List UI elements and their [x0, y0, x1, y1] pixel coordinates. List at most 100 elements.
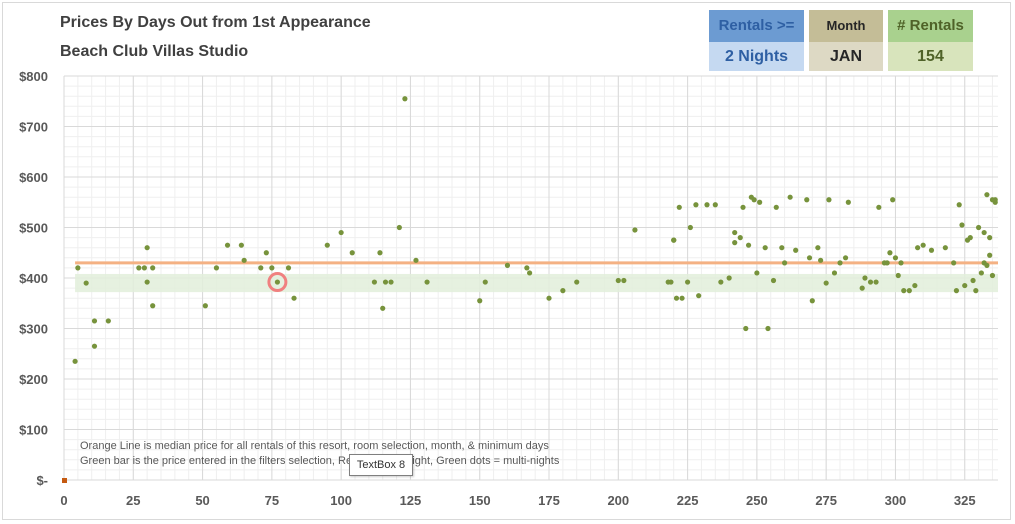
data-point	[831, 270, 838, 276]
rentals-filter-header: Rentals >=	[709, 10, 804, 42]
y-tick-label: $300	[19, 322, 48, 337]
month-filter-header: Month	[809, 10, 883, 42]
data-point	[779, 245, 785, 251]
data-point	[693, 202, 699, 208]
y-tick-label: $800	[19, 69, 48, 84]
data-point	[773, 204, 779, 210]
data-point	[141, 265, 147, 271]
data-point	[718, 279, 724, 285]
data-point	[615, 277, 621, 284]
data-point	[712, 202, 718, 208]
data-point	[973, 288, 979, 294]
data-point	[382, 279, 389, 285]
x-tick-label: 200	[607, 493, 629, 508]
data-point	[380, 305, 386, 311]
rental-count-value: 154	[888, 42, 973, 71]
data-point	[684, 279, 691, 285]
highlight-layer	[62, 272, 288, 483]
data-point	[842, 255, 849, 261]
data-point	[238, 242, 244, 248]
data-point	[757, 199, 763, 205]
data-point	[987, 235, 993, 241]
data-point	[984, 262, 990, 268]
data-point	[632, 227, 638, 233]
data-point	[867, 279, 874, 285]
textbox-tooltip[interactable]: TextBox 8	[349, 454, 413, 476]
data-point	[91, 318, 98, 324]
data-point	[804, 197, 810, 203]
data-point	[144, 245, 150, 251]
data-point	[762, 245, 768, 251]
tick-labels-layer: 0 25 50 75 100 125 150 175 200 225 250 275 300 325 $- $…	[19, 69, 976, 508]
data-point	[743, 325, 749, 332]
data-point	[402, 96, 408, 102]
y-tick-label: $100	[19, 423, 48, 438]
data-point	[823, 280, 829, 286]
data-point	[574, 279, 580, 285]
x-tick-label: 100	[330, 493, 352, 508]
data-point	[959, 222, 965, 228]
data-point	[105, 318, 111, 324]
data-point	[895, 272, 901, 279]
x-tick-label: 125	[400, 493, 422, 508]
data-point	[241, 257, 247, 263]
data-point	[765, 325, 771, 332]
data-point	[679, 295, 685, 301]
data-point	[150, 303, 156, 309]
data-point	[873, 279, 879, 285]
data-point	[324, 242, 330, 248]
data-point	[956, 202, 962, 208]
data-point	[806, 255, 813, 261]
rentals-filter-value[interactable]: 2 Nights	[709, 42, 804, 71]
x-tick-label: 25	[126, 493, 140, 508]
data-point	[75, 265, 81, 271]
data-point	[815, 245, 821, 251]
data-point	[144, 279, 150, 285]
data-point	[224, 242, 231, 248]
data-point	[285, 265, 292, 271]
y-tick-label: $500	[19, 221, 48, 236]
data-point	[967, 235, 973, 241]
chart-note: Green bar is the price entered in the fi…	[80, 455, 560, 467]
data-point	[989, 272, 996, 279]
data-point	[962, 282, 968, 289]
data-point	[953, 288, 960, 294]
data-point	[890, 197, 896, 203]
data-point	[338, 229, 344, 236]
data-point	[887, 250, 893, 256]
origin-marker	[62, 478, 67, 483]
data-point	[876, 204, 882, 210]
x-tick-label: 0	[60, 493, 67, 508]
data-point	[477, 298, 483, 304]
data-point	[136, 265, 142, 271]
x-tick-label: 50	[195, 493, 209, 508]
data-point	[978, 270, 984, 276]
data-point	[524, 265, 530, 271]
data-point	[818, 257, 824, 263]
data-point	[482, 279, 488, 285]
data-point	[274, 279, 281, 285]
data-point	[668, 279, 674, 285]
data-point	[770, 277, 777, 284]
data-point	[413, 257, 419, 263]
data-point	[263, 250, 269, 256]
month-filter-value[interactable]: JAN	[809, 42, 883, 71]
data-point	[951, 260, 957, 266]
data-point	[673, 295, 680, 301]
data-point	[898, 260, 904, 266]
data-point	[349, 250, 355, 256]
data-point	[213, 265, 220, 271]
chart-note: Orange Line is median price for all rent…	[80, 440, 549, 452]
data-point	[269, 265, 275, 271]
data-point	[396, 224, 402, 231]
data-point	[504, 262, 511, 268]
x-tick-label: 175	[538, 493, 560, 508]
x-tick-label: 300	[885, 493, 907, 508]
data-point	[704, 202, 710, 208]
chart-subtitle: Beach Club Villas Studio	[60, 43, 249, 60]
data-point	[915, 245, 921, 251]
x-tick-label: 225	[677, 493, 699, 508]
data-point	[377, 250, 383, 256]
